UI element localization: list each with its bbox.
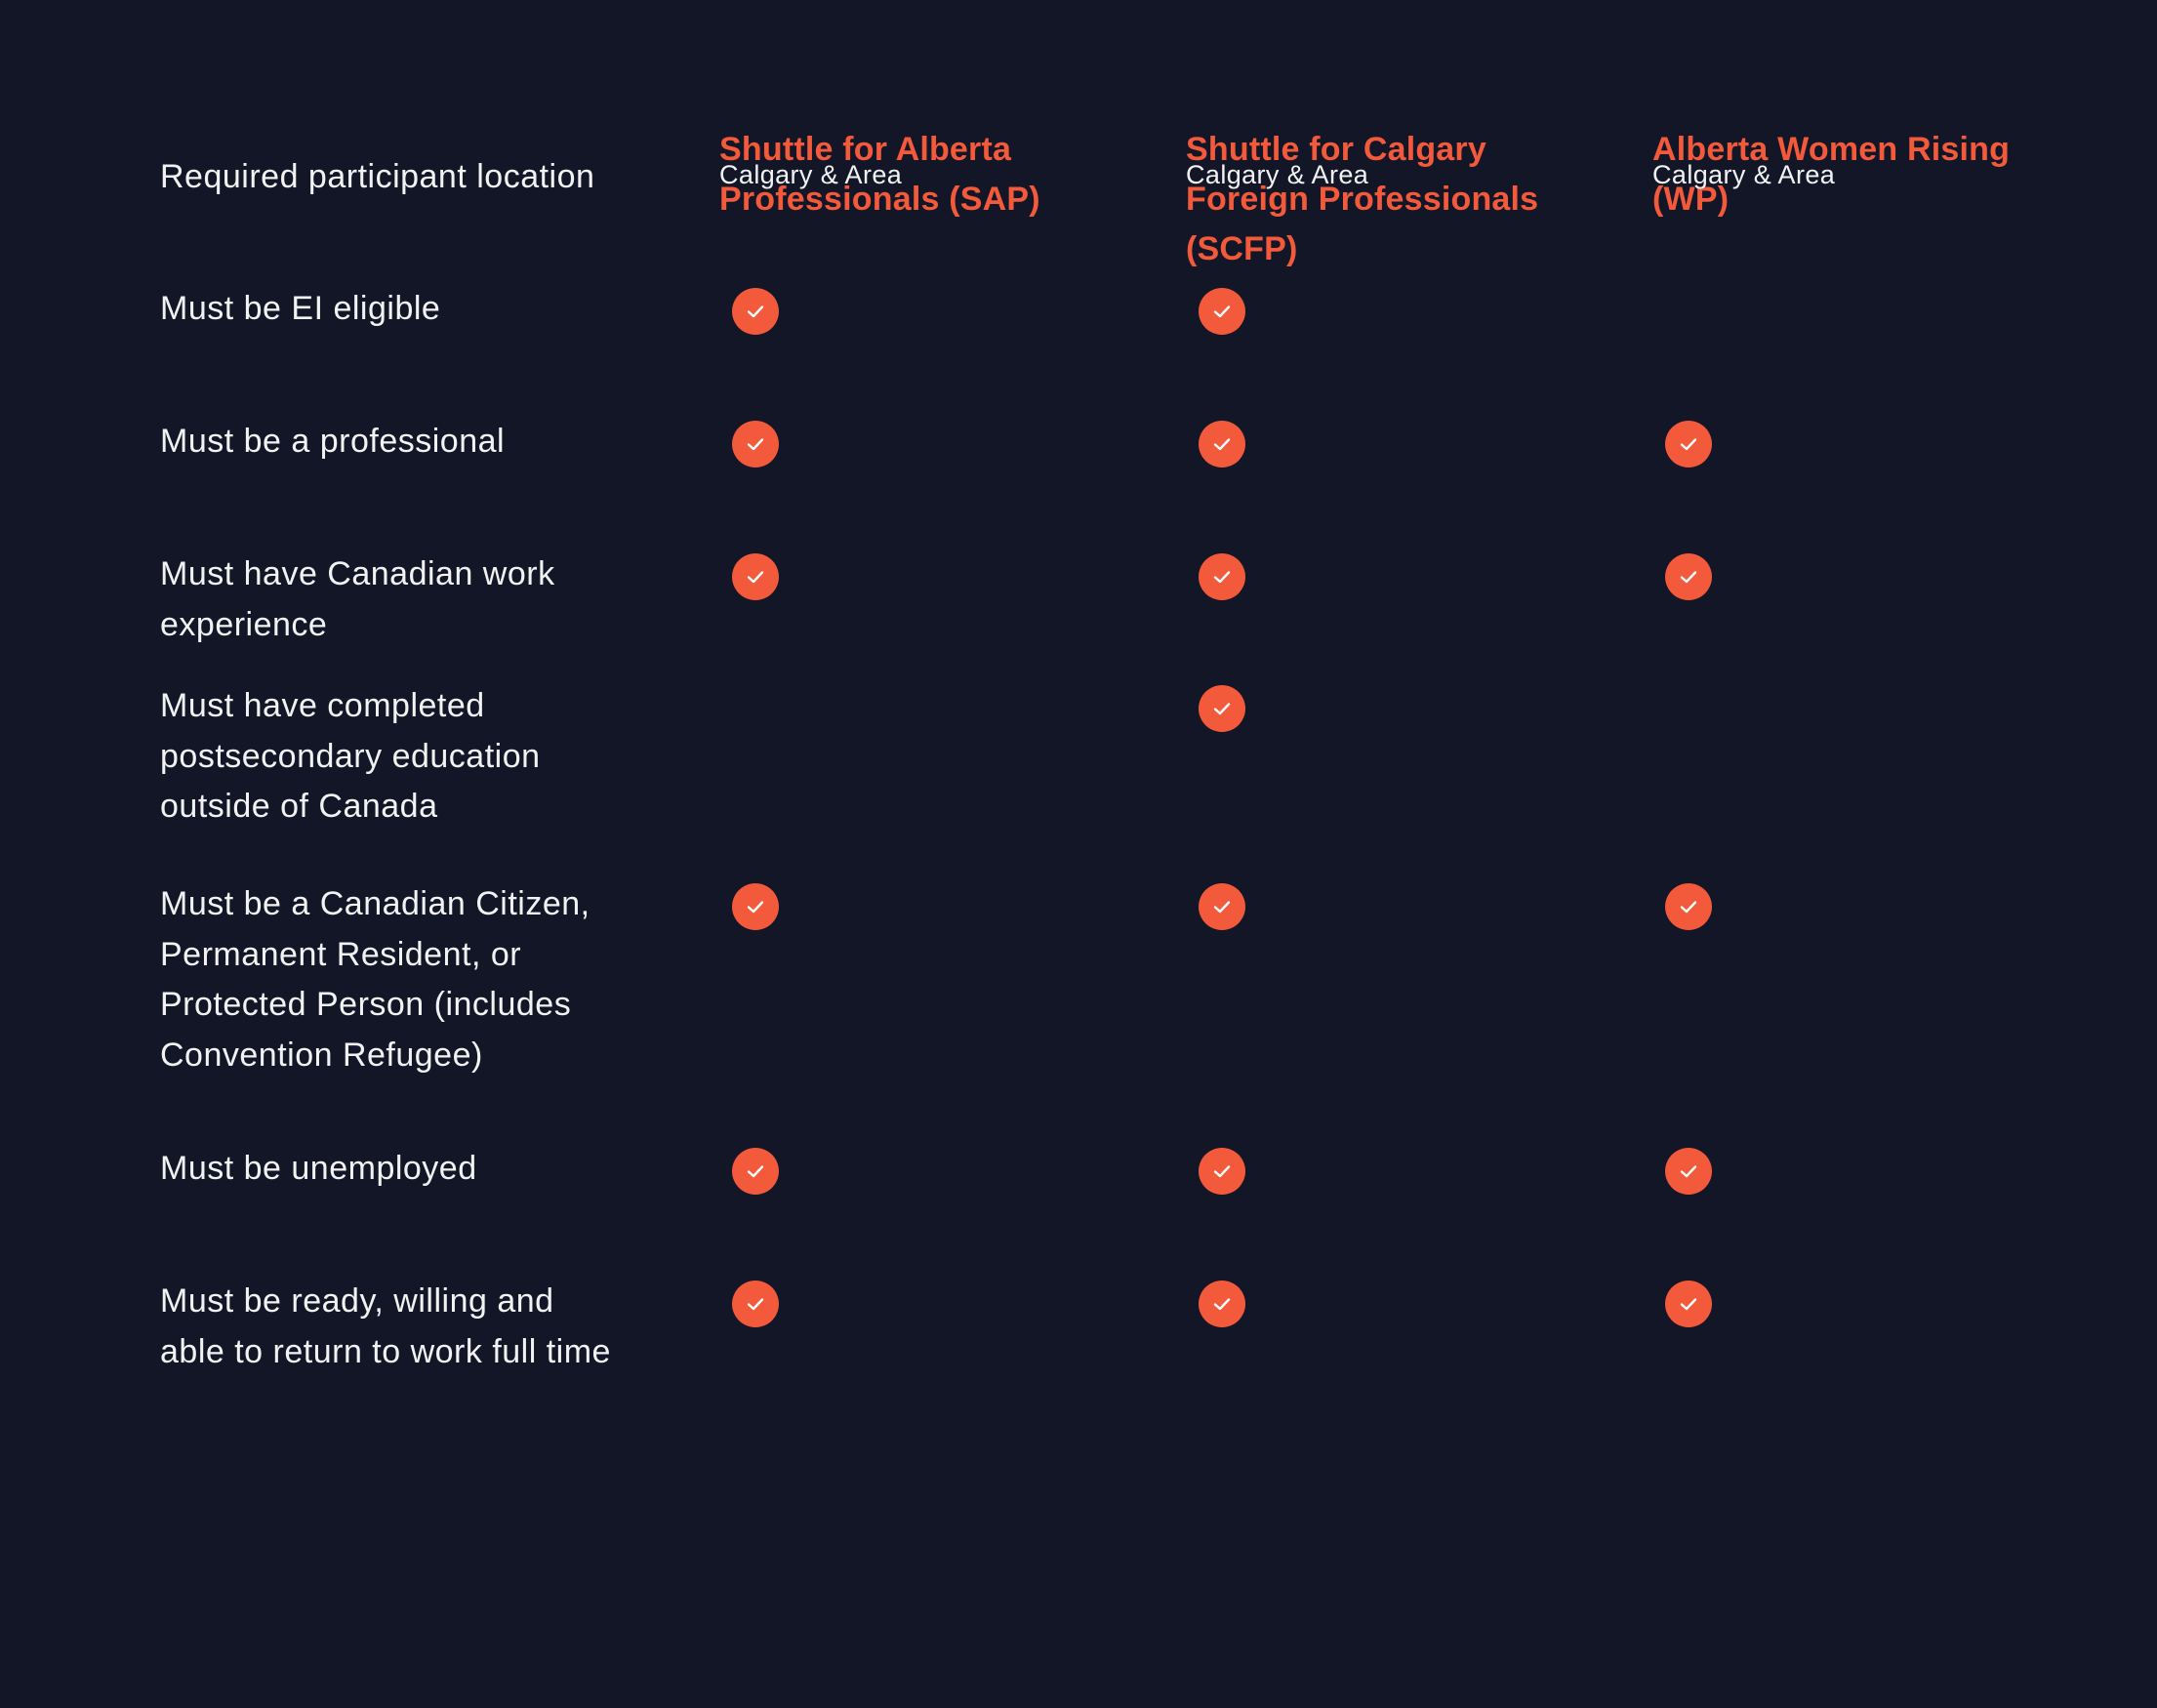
table-header-row: Shuttle for Alberta Professionals (SAP) … bbox=[160, 125, 2015, 310]
location-value: Calgary & Area bbox=[1652, 160, 1836, 189]
eligibility-comparison-table: Shuttle for Alberta Professionals (SAP) … bbox=[160, 125, 2015, 1370]
checkmark-icon bbox=[1199, 1148, 1245, 1195]
checkmark-icon bbox=[1199, 421, 1245, 468]
checkmark-icon bbox=[732, 421, 779, 468]
row-label: Required participant location bbox=[160, 158, 595, 195]
checkmark-icon bbox=[1665, 883, 1712, 930]
checkmark-icon bbox=[732, 288, 779, 335]
column-header-scfp: Shuttle for Calgary Foreign Professional… bbox=[1186, 131, 1539, 267]
checkmark-icon bbox=[1665, 1281, 1712, 1327]
checkmark-icon bbox=[732, 553, 779, 600]
checkmark-icon bbox=[1665, 553, 1712, 600]
checkmark-icon bbox=[1199, 1281, 1245, 1327]
checkmark-icon bbox=[1199, 288, 1245, 335]
location-value: Calgary & Area bbox=[1186, 160, 1369, 189]
column-header-wp: Alberta Women Rising (WP) bbox=[1652, 131, 2011, 218]
row-label: Must have completed postsecondary educat… bbox=[160, 687, 541, 825]
checkmark-icon bbox=[1199, 685, 1245, 732]
checkmark-icon bbox=[1665, 421, 1712, 468]
checkmark-icon bbox=[1199, 883, 1245, 930]
checkmark-icon bbox=[732, 883, 779, 930]
row-label: Must be ready, willing and able to retur… bbox=[160, 1282, 611, 1370]
checkmark-icon bbox=[732, 1281, 779, 1327]
checkmark-icon bbox=[1665, 1148, 1712, 1195]
checkmark-icon bbox=[732, 1148, 779, 1195]
row-label: Must be a Canadian Citizen, Permanent Re… bbox=[160, 885, 590, 1074]
row-label: Must be a professional bbox=[160, 423, 506, 460]
row-label: Must be unemployed bbox=[160, 1150, 477, 1187]
checkmark-icon bbox=[1199, 553, 1245, 600]
location-value: Calgary & Area bbox=[719, 160, 903, 189]
row-label: Must have Canadian work experience bbox=[160, 555, 555, 643]
column-header-sap: Shuttle for Alberta Professionals (SAP) bbox=[719, 131, 1040, 218]
row-label: Must be EI eligible bbox=[160, 290, 441, 327]
